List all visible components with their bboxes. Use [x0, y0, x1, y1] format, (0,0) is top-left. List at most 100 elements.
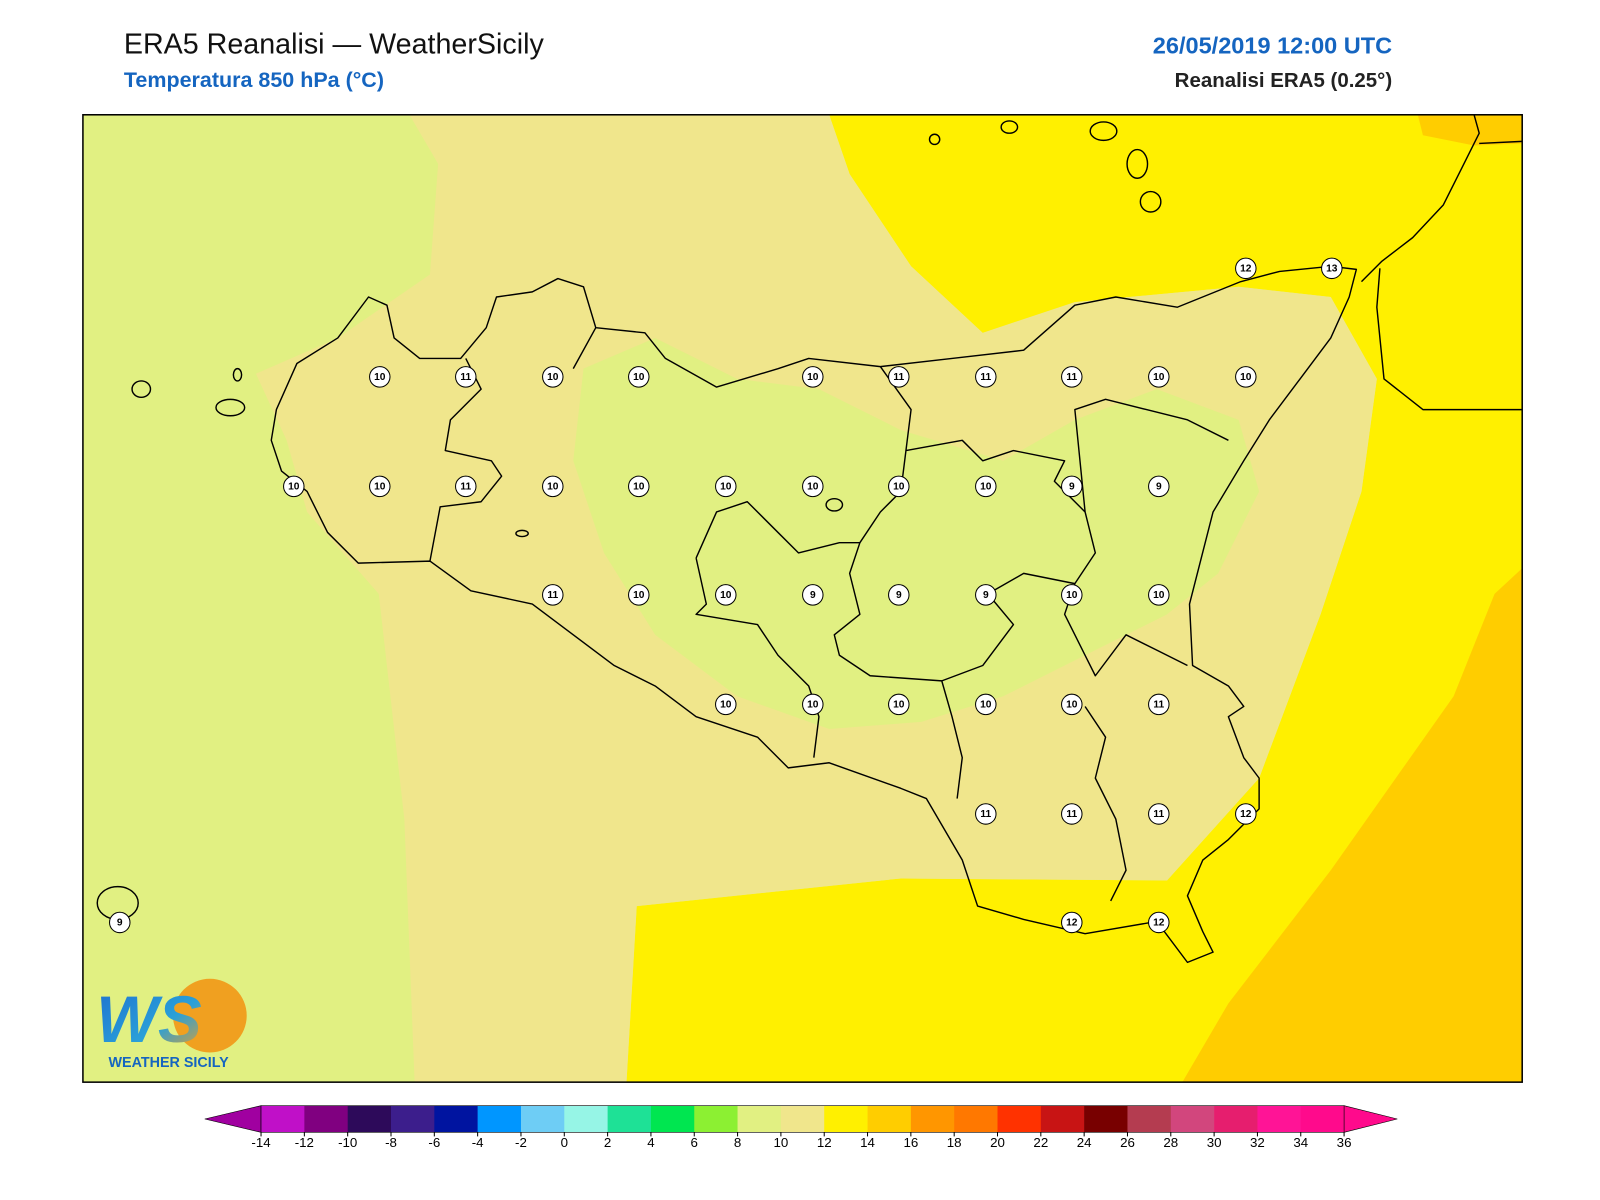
colorbar-bin	[737, 1105, 782, 1133]
station: 10	[628, 584, 650, 606]
station-marker	[1148, 366, 1170, 388]
calabria-coastline	[1360, 114, 1523, 411]
station-value: 10	[893, 481, 905, 492]
temperature-field	[82, 114, 1523, 1083]
station: 10	[715, 475, 737, 498]
colorbar-bin	[780, 1105, 825, 1133]
station: 10	[283, 475, 305, 498]
station: 10	[1148, 366, 1170, 388]
colorbar-bin	[607, 1105, 652, 1133]
station-value: 11	[980, 372, 991, 383]
station: 12	[1235, 257, 1257, 280]
colorbar-bin	[1127, 1105, 1172, 1133]
colorbar-bin	[520, 1105, 565, 1133]
colorbar-tick-label: 14	[860, 1135, 875, 1150]
station-value: 10	[288, 481, 300, 492]
station: 10	[715, 584, 737, 606]
province-borders	[429, 327, 1229, 902]
colorbar-bin	[347, 1105, 392, 1133]
station-value: 10	[374, 372, 386, 383]
station-marker	[628, 366, 650, 388]
station: 10	[1061, 693, 1083, 716]
station-marker	[975, 366, 997, 388]
station-value: 9	[810, 590, 816, 601]
logo-name: WEATHER SICILY	[109, 1055, 230, 1071]
station-marker	[888, 366, 910, 388]
station: 10	[542, 475, 564, 498]
station-marker	[1061, 803, 1083, 825]
station: 10	[802, 693, 824, 716]
station-value: 10	[547, 372, 559, 383]
station-value: 10	[1153, 590, 1165, 601]
station: 9	[1148, 475, 1170, 498]
station: 11	[455, 366, 477, 388]
station-marker	[1235, 803, 1257, 825]
station: 12	[1235, 803, 1257, 825]
station-marker	[542, 475, 564, 498]
station-marker	[888, 584, 910, 606]
station-value: 11	[547, 590, 558, 601]
map-title: ERA5 Reanalisi — WeatherSicily	[124, 28, 545, 60]
station: 11	[975, 803, 997, 825]
station-labels: 12 13 10 11 10 10 10 11 11 11 10 10 10 10 11 10 10 10 10 10…	[109, 257, 1343, 934]
station-marker	[1148, 803, 1170, 825]
station-value: 9	[896, 590, 902, 601]
colorbar-bin	[867, 1105, 912, 1133]
station: 10	[628, 366, 650, 388]
colorbar-bin	[910, 1105, 955, 1133]
station-value: 9	[1156, 481, 1162, 492]
station: 10	[802, 475, 824, 498]
colorbar-tick-label: 10	[773, 1135, 788, 1150]
colorbar-bin	[261, 1105, 305, 1133]
colorbar-bin	[477, 1105, 522, 1133]
station: 9	[1061, 475, 1083, 498]
station-value: 11	[460, 481, 471, 492]
station: 10	[628, 475, 650, 498]
station: 12	[1148, 911, 1170, 934]
station: 10	[975, 693, 997, 716]
colorbar-bin	[954, 1105, 998, 1133]
station-value: 10	[1066, 590, 1078, 601]
colorbar-tick-label: 4	[647, 1135, 654, 1150]
station: 10	[1235, 366, 1257, 388]
station: 12	[1061, 911, 1083, 934]
field-14-16-north	[1417, 114, 1523, 146]
station-value: 10	[720, 590, 732, 601]
station-marker	[369, 366, 391, 388]
colorbar-bin	[997, 1105, 1042, 1133]
station-value: 11	[1066, 809, 1077, 820]
colorbar-bin	[391, 1105, 435, 1133]
station-value: 10	[893, 699, 905, 710]
colorbar-over	[1343, 1105, 1398, 1133]
station: 11	[1061, 803, 1083, 825]
station-marker	[455, 475, 477, 498]
station: 11	[975, 366, 997, 388]
colorbar-tick-label: 26	[1120, 1135, 1135, 1150]
station-value: 13	[1326, 263, 1338, 274]
station-value: 9	[1069, 481, 1075, 492]
station: 10	[975, 475, 997, 498]
colorbar-tick-label: 6	[691, 1135, 698, 1150]
station-marker	[888, 475, 910, 498]
colorbar-bin	[434, 1105, 478, 1133]
station-value: 10	[1153, 372, 1165, 383]
station-value: 10	[980, 481, 992, 492]
station-marker	[628, 475, 650, 498]
station-marker	[975, 584, 997, 606]
station-marker	[1061, 366, 1083, 388]
logo: WS WEATHER SICILY	[96, 978, 247, 1071]
colorbar-under	[204, 1105, 262, 1133]
station-marker	[1061, 911, 1083, 934]
station-value: 10	[807, 699, 819, 710]
station: 10	[542, 366, 564, 388]
station-value: 10	[1066, 699, 1078, 710]
logo-mark: WS	[96, 983, 202, 1056]
station-value: 10	[807, 372, 819, 383]
station-marker	[455, 366, 477, 388]
station: 11	[542, 584, 564, 606]
colorbar-tick-label: -6	[428, 1135, 440, 1150]
station-marker	[888, 693, 910, 716]
station-marker	[1148, 693, 1170, 716]
station: 10	[888, 693, 910, 716]
station-value: 9	[983, 590, 989, 601]
